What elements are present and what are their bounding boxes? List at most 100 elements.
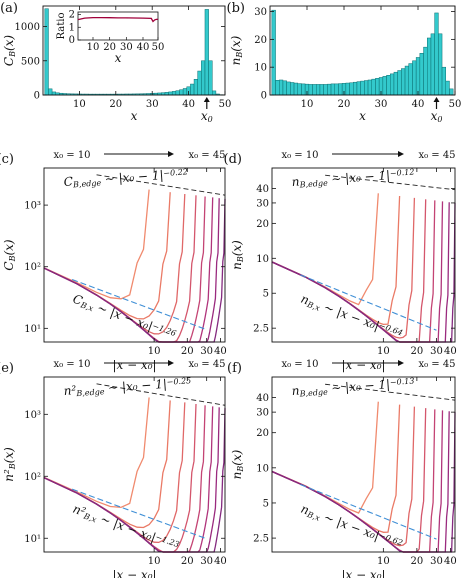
- y-tick-label: 20: [256, 219, 269, 230]
- inset-x-axis-label: x: [115, 51, 122, 65]
- bulk-fit-line: [300, 483, 437, 540]
- edge-fit-label: n²B,edge​ ∼ |x₀ − 1|−0.25​: [63, 375, 192, 399]
- bulk-fit-line: [71, 488, 207, 540]
- histogram-bar: [382, 76, 387, 96]
- histogram-bar: [316, 84, 321, 96]
- x-tick-label: 40: [412, 99, 425, 110]
- inset-y-tick-label: 0: [69, 35, 75, 46]
- histogram-bar: [441, 66, 446, 96]
- x0-range-from: x₀ = 10: [53, 150, 90, 161]
- histogram-bar: [334, 83, 339, 96]
- histogram-bar: [179, 89, 184, 96]
- y-tick-label: 0: [34, 91, 40, 102]
- x0-marker-arrowhead: [203, 97, 210, 102]
- edge-fit-label: CB,edge​ ∼ |x₀ − 1|−0.22​: [63, 166, 188, 190]
- plot-frame: [271, 167, 456, 343]
- x0-range-from: x₀ = 10: [53, 359, 90, 370]
- y-axis-label: CB​(x): [2, 239, 17, 271]
- y-tick-label: 10: [254, 63, 267, 74]
- histogram-bar: [438, 33, 443, 96]
- series-line-x0-15: [43, 400, 171, 529]
- x-tick-label: 10: [301, 99, 314, 110]
- histogram-bar: [271, 9, 276, 96]
- histogram-bar: [449, 88, 454, 96]
- x-tick-label: 30: [375, 99, 388, 110]
- histogram-bar: [360, 80, 365, 96]
- y-tick-label: 10¹: [24, 324, 41, 335]
- histogram-bar: [168, 91, 173, 96]
- histogram-bar: [208, 60, 213, 96]
- panel-label: (b): [227, 1, 245, 16]
- histogram-bar: [308, 84, 313, 96]
- histogram-bar: [48, 88, 53, 96]
- x-tick-label: 10: [377, 346, 390, 357]
- y-tick-label: 20: [256, 428, 269, 439]
- series-line-x0-10: [43, 189, 150, 300]
- x-tick-label: 10: [73, 99, 86, 110]
- x0-marker-arrowhead: [433, 97, 440, 102]
- x-tick-label: 50: [219, 99, 232, 110]
- histogram-bar: [356, 81, 361, 96]
- y-axis-label: n²B​(x): [2, 447, 17, 482]
- y-tick-label: 10²: [24, 262, 41, 273]
- histogram-bar: [175, 90, 180, 96]
- x-tick-label: 20: [181, 556, 194, 567]
- x-tick-label: 10: [377, 556, 390, 567]
- x-axis-label: |x − x₀|: [112, 568, 156, 578]
- x-tick-label: 10: [148, 346, 161, 357]
- inset-x-tick-label: 20: [103, 42, 116, 53]
- histogram-bar: [201, 60, 206, 96]
- histogram-bar: [330, 83, 335, 96]
- inset-x-tick-label: 40: [137, 42, 150, 53]
- histogram-bar: [182, 88, 188, 96]
- histogram-bar: [338, 83, 343, 96]
- inset-y-tick-label: 2: [69, 10, 75, 21]
- histogram-bar: [415, 57, 421, 96]
- edge-fit-label: nB,edge​ ∼ |x₀ − 1|−0.12​: [291, 166, 415, 190]
- panel-label: (a): [0, 1, 18, 16]
- y-tick-label: 30: [254, 7, 267, 18]
- y-tick-label: 10¹: [24, 534, 41, 545]
- inset-x-tick-label: 10: [87, 42, 100, 53]
- y-tick-label: 10²: [24, 472, 41, 483]
- y-tick-label: 5: [263, 289, 269, 300]
- histogram-bar: [327, 83, 332, 96]
- x0-range-arrowhead: [168, 151, 174, 157]
- panel-label: (c): [0, 152, 14, 167]
- inset-x-tick-label: 30: [120, 42, 133, 53]
- edge-fit-line: [325, 383, 456, 401]
- histogram-bar: [412, 60, 417, 96]
- y-tick-label: 40: [256, 393, 269, 404]
- series-line-x0-10: [43, 397, 150, 509]
- inset-y-tick-label: 1: [69, 22, 75, 33]
- x-tick-label: 30: [430, 556, 443, 567]
- histogram-bar: [44, 8, 49, 96]
- y-tick-label: 1000: [15, 22, 40, 33]
- edge-fit-label: nB,edge​ ∼ |x₀ − 1|−0.13​: [291, 375, 415, 399]
- y-tick-label: 500: [21, 56, 40, 67]
- histogram-bar: [367, 79, 372, 96]
- histogram-bar: [197, 70, 202, 96]
- histogram-bar: [434, 12, 439, 96]
- x-axis-label: x: [359, 109, 366, 123]
- histogram-bar: [353, 81, 358, 96]
- histogram-bar: [430, 33, 435, 96]
- histogram-bar: [297, 83, 302, 96]
- x-tick-label: 20: [181, 346, 194, 357]
- histogram-bar: [345, 82, 350, 96]
- x-tick-label: 30: [200, 556, 213, 567]
- edge-fit-line: [96, 383, 226, 406]
- x0-range-arrowhead: [398, 151, 404, 157]
- histogram-bar: [193, 79, 198, 96]
- histogram-bar: [408, 63, 413, 96]
- histogram-bar: [190, 83, 195, 96]
- x0-marker-label: x0​: [201, 109, 213, 124]
- panel-b: 10 20 30 40 50 0 10 20 30 (b) x nB​(x) x0​: [227, 1, 462, 124]
- x-tick-label: 20: [411, 346, 424, 357]
- x-tick-label: 30: [146, 99, 159, 110]
- panel-label: (e): [0, 361, 14, 376]
- x0-marker-label: x0​: [431, 109, 443, 124]
